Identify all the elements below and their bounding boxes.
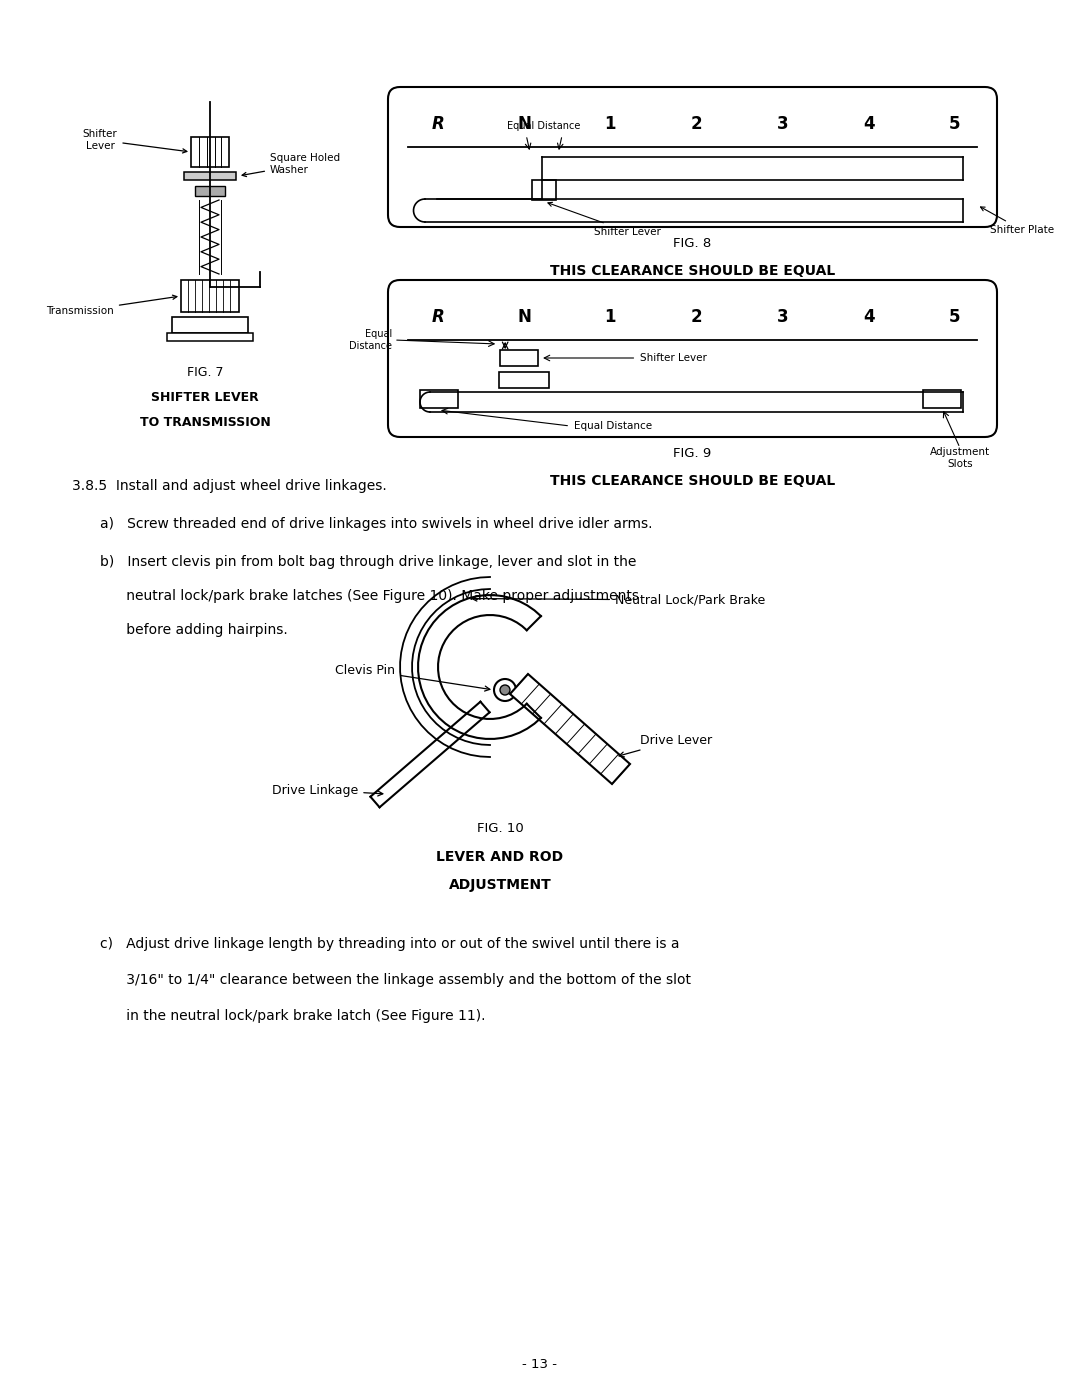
Text: R: R — [432, 115, 444, 133]
Text: 2: 2 — [691, 307, 702, 326]
Text: ADJUSTMENT: ADJUSTMENT — [448, 877, 552, 893]
Text: 3.8.5  Install and adjust wheel drive linkages.: 3.8.5 Install and adjust wheel drive lin… — [72, 479, 387, 493]
Bar — [181, 279, 239, 312]
Text: before adding hairpins.: before adding hairpins. — [100, 623, 287, 637]
Text: in the neutral lock/park brake latch (See Figure 11).: in the neutral lock/park brake latch (Se… — [100, 1009, 486, 1023]
Text: Clevis Pin: Clevis Pin — [335, 664, 490, 692]
Text: 3: 3 — [777, 115, 788, 133]
Text: Equal Distance: Equal Distance — [575, 420, 652, 432]
Text: neutral lock/park brake latches (See Figure 10). Make proper adjustments: neutral lock/park brake latches (See Fig… — [100, 590, 639, 604]
Text: SHIFTER LEVER: SHIFTER LEVER — [151, 391, 259, 404]
Text: R: R — [432, 307, 444, 326]
Text: N: N — [517, 115, 531, 133]
Text: Square Holed
Washer: Square Holed Washer — [242, 154, 340, 176]
Text: THIS CLEARANCE SHOULD BE EQUAL: THIS CLEARANCE SHOULD BE EQUAL — [550, 474, 835, 488]
Text: FIG. 9: FIG. 9 — [673, 447, 712, 460]
Circle shape — [494, 679, 516, 701]
Text: FIG. 7: FIG. 7 — [187, 366, 224, 379]
Bar — [923, 390, 961, 408]
Text: 3/16" to 1/4" clearance between the linkage assembly and the bottom of the slot: 3/16" to 1/4" clearance between the link… — [100, 972, 691, 988]
Polygon shape — [510, 673, 630, 784]
Text: c)   Adjust drive linkage length by threading into or out of the swivel until th: c) Adjust drive linkage length by thread… — [100, 937, 679, 951]
Text: 5: 5 — [949, 115, 961, 133]
Text: a)   Screw threaded end of drive linkages into swivels in wheel drive idler arms: a) Screw threaded end of drive linkages … — [100, 517, 652, 531]
Text: 2: 2 — [691, 115, 702, 133]
Text: THIS CLEARANCE SHOULD BE EQUAL: THIS CLEARANCE SHOULD BE EQUAL — [550, 264, 835, 278]
Bar — [191, 137, 229, 168]
Bar — [184, 172, 237, 180]
Text: Shifter Lever: Shifter Lever — [548, 203, 661, 236]
Text: 1: 1 — [605, 115, 616, 133]
Text: Equal
Distance: Equal Distance — [349, 330, 392, 351]
Bar — [500, 351, 538, 366]
Text: 4: 4 — [863, 307, 875, 326]
Text: b)   Insert clevis pin from bolt bag through drive linkage, lever and slot in th: b) Insert clevis pin from bolt bag throu… — [100, 555, 636, 569]
Bar — [167, 332, 253, 341]
Text: Equal Distance: Equal Distance — [508, 122, 581, 131]
Bar — [420, 390, 458, 408]
Text: 3: 3 — [777, 307, 788, 326]
Text: Drive Linkage: Drive Linkage — [272, 784, 382, 796]
Text: FIG. 10: FIG. 10 — [476, 821, 524, 835]
Text: LEVER AND ROD: LEVER AND ROD — [436, 849, 564, 863]
Text: 1: 1 — [605, 307, 616, 326]
Text: - 13 -: - 13 - — [523, 1358, 557, 1372]
Text: Adjustment
Slots: Adjustment Slots — [930, 447, 990, 468]
Text: Shifter
Lever: Shifter Lever — [83, 129, 187, 154]
Bar — [172, 317, 248, 332]
FancyBboxPatch shape — [388, 87, 997, 226]
Text: 4: 4 — [863, 115, 875, 133]
Text: TO TRANSMISSION: TO TRANSMISSION — [139, 416, 270, 429]
Text: N: N — [517, 307, 531, 326]
Text: FIG. 8: FIG. 8 — [673, 237, 712, 250]
Text: Shifter Lever: Shifter Lever — [640, 353, 707, 363]
Text: Transmission: Transmission — [46, 295, 177, 316]
Text: Neutral Lock/Park Brake: Neutral Lock/Park Brake — [472, 594, 766, 606]
FancyBboxPatch shape — [388, 279, 997, 437]
Text: Drive Lever: Drive Lever — [619, 733, 712, 757]
Circle shape — [500, 685, 510, 694]
Bar — [532, 179, 556, 200]
Bar — [195, 186, 225, 196]
Text: Shifter Plate: Shifter Plate — [981, 207, 1054, 235]
Bar — [499, 372, 549, 388]
Text: 5: 5 — [949, 307, 961, 326]
